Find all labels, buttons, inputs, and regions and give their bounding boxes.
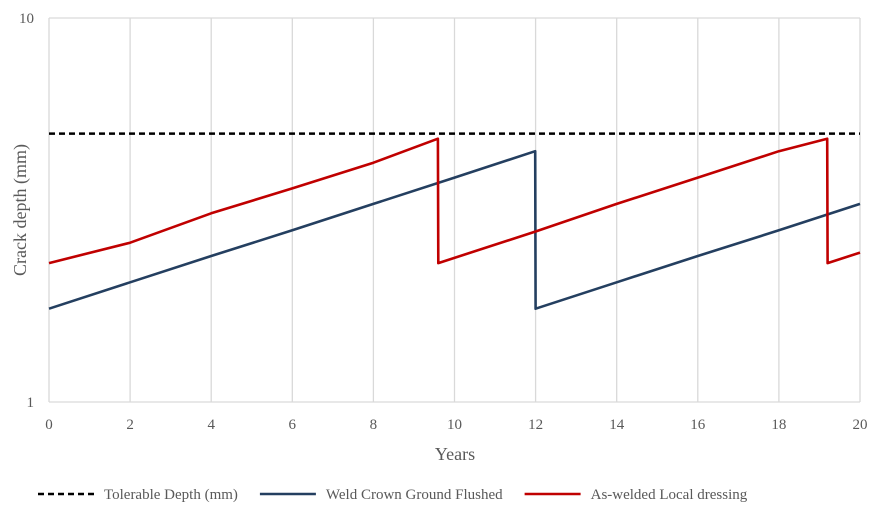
- legend-label: Tolerable Depth (mm): [104, 487, 238, 503]
- legend: Tolerable Depth (mm) Weld Crown Ground Fl…: [38, 487, 748, 503]
- legend-label: Weld Crown Ground Flushed: [326, 487, 503, 503]
- legend-item: Tolerable Depth (mm): [38, 487, 238, 503]
- y-tick-label: 10: [19, 11, 34, 27]
- tick-labels: 0 2 4 6 8 10 12 14 16 18 20 1 10: [19, 11, 868, 433]
- series-line-3: [48, 137, 861, 265]
- x-tick-label: 16: [690, 417, 706, 433]
- x-tick-label: 4: [207, 417, 215, 433]
- legend-item: Weld Crown Ground Flushed: [259, 487, 503, 503]
- x-tick-label: 8: [370, 417, 378, 433]
- x-tick-label: 12: [528, 417, 543, 433]
- series-line-2: [48, 149, 861, 311]
- y-tick-label: 1: [27, 395, 35, 411]
- x-tick-label: 20: [853, 417, 868, 433]
- x-tick-label: 6: [289, 417, 297, 433]
- legend-label: As-welded Local dressing: [591, 487, 748, 503]
- x-tick-label: 0: [45, 417, 53, 433]
- gridlines: [48, 18, 861, 402]
- y-axis-title: Crack depth (mm): [10, 144, 31, 276]
- plot-frame: [49, 17, 860, 403]
- x-tick-label: 18: [771, 417, 786, 433]
- x-axis-title: Years: [435, 444, 475, 464]
- legend-item: As-welded Local dressing: [524, 487, 748, 503]
- x-tick-label: 14: [609, 417, 625, 433]
- x-tick-label: 2: [126, 417, 134, 433]
- series-lines: [48, 132, 861, 311]
- x-tick-label: 10: [447, 417, 462, 433]
